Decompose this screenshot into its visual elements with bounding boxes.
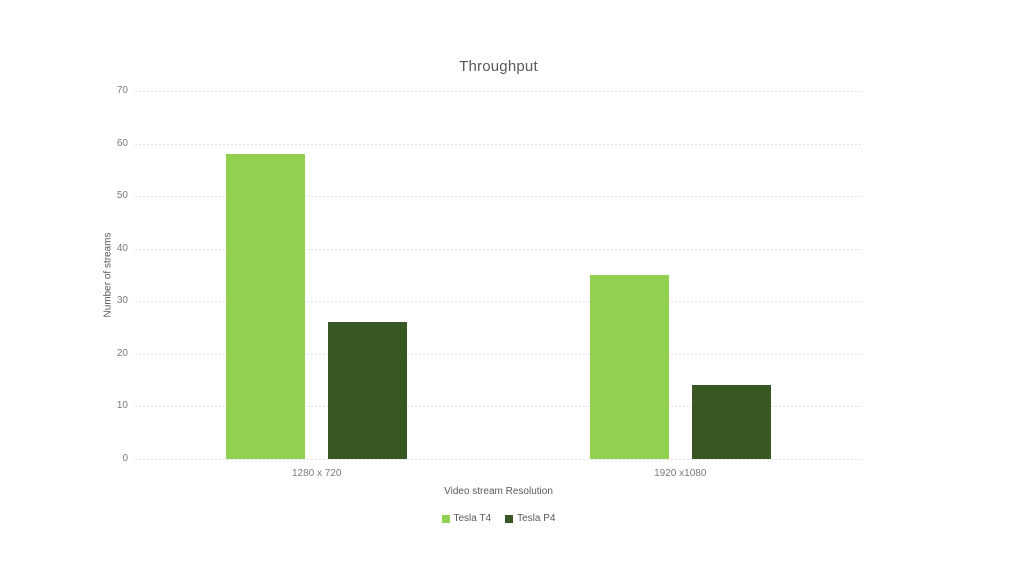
y-tick-label-60: 60 — [116, 137, 128, 149]
gridline-70 — [135, 91, 862, 92]
x-category-label-1280-x-720: 1280 x 720 — [292, 468, 342, 479]
y-tick-label-20: 20 — [116, 347, 128, 359]
legend-item-tesla-p4: Tesla P4 — [505, 513, 555, 524]
y-tick-label-40: 40 — [116, 242, 128, 254]
bar-tesla-p4-1280-x-720 — [328, 322, 408, 459]
bars-layer — [135, 91, 862, 459]
legend-swatch-tesla-p4 — [505, 514, 514, 523]
x-category-label-1920-x1080: 1920 x1080 — [654, 468, 707, 479]
bar-tesla-p4-1920-x1080 — [691, 385, 771, 459]
x-axis-title: Video stream Resolution — [444, 486, 553, 497]
chart-title: Throughput — [459, 58, 538, 75]
legend-label-tesla-t4: Tesla T4 — [453, 513, 492, 524]
category-group-1280-x-720 — [135, 91, 499, 459]
legend-item-tesla-t4: Tesla T4 — [441, 513, 492, 524]
y-tick-label-70: 70 — [116, 85, 128, 96]
y-tick-label-30: 30 — [116, 295, 128, 307]
gridline-40 — [135, 248, 862, 250]
bar-tesla-t4-1920-x1080 — [589, 275, 669, 459]
legend-label-tesla-p4: Tesla P4 — [517, 513, 556, 524]
y-tick-label-10: 10 — [116, 400, 128, 412]
category-group-1920-x1080 — [499, 91, 863, 459]
x-axis-category-labels: 1280 x 720 1920 x1080 — [135, 468, 862, 479]
gridline-30 — [135, 301, 862, 303]
bar-tesla-t4-1280-x-720 — [226, 154, 306, 459]
gridline-0 — [135, 459, 862, 460]
gridline-60 — [135, 143, 862, 145]
gridline-20 — [135, 353, 862, 355]
legend: Tesla T4 Tesla P4 — [135, 513, 862, 524]
gridline-50 — [135, 196, 862, 198]
y-tick-label-0: 0 — [122, 453, 128, 464]
y-tick-label-50: 50 — [116, 190, 128, 202]
plot-area — [135, 91, 862, 460]
gridline-10 — [135, 406, 862, 408]
legend-swatch-tesla-t4 — [441, 514, 450, 523]
